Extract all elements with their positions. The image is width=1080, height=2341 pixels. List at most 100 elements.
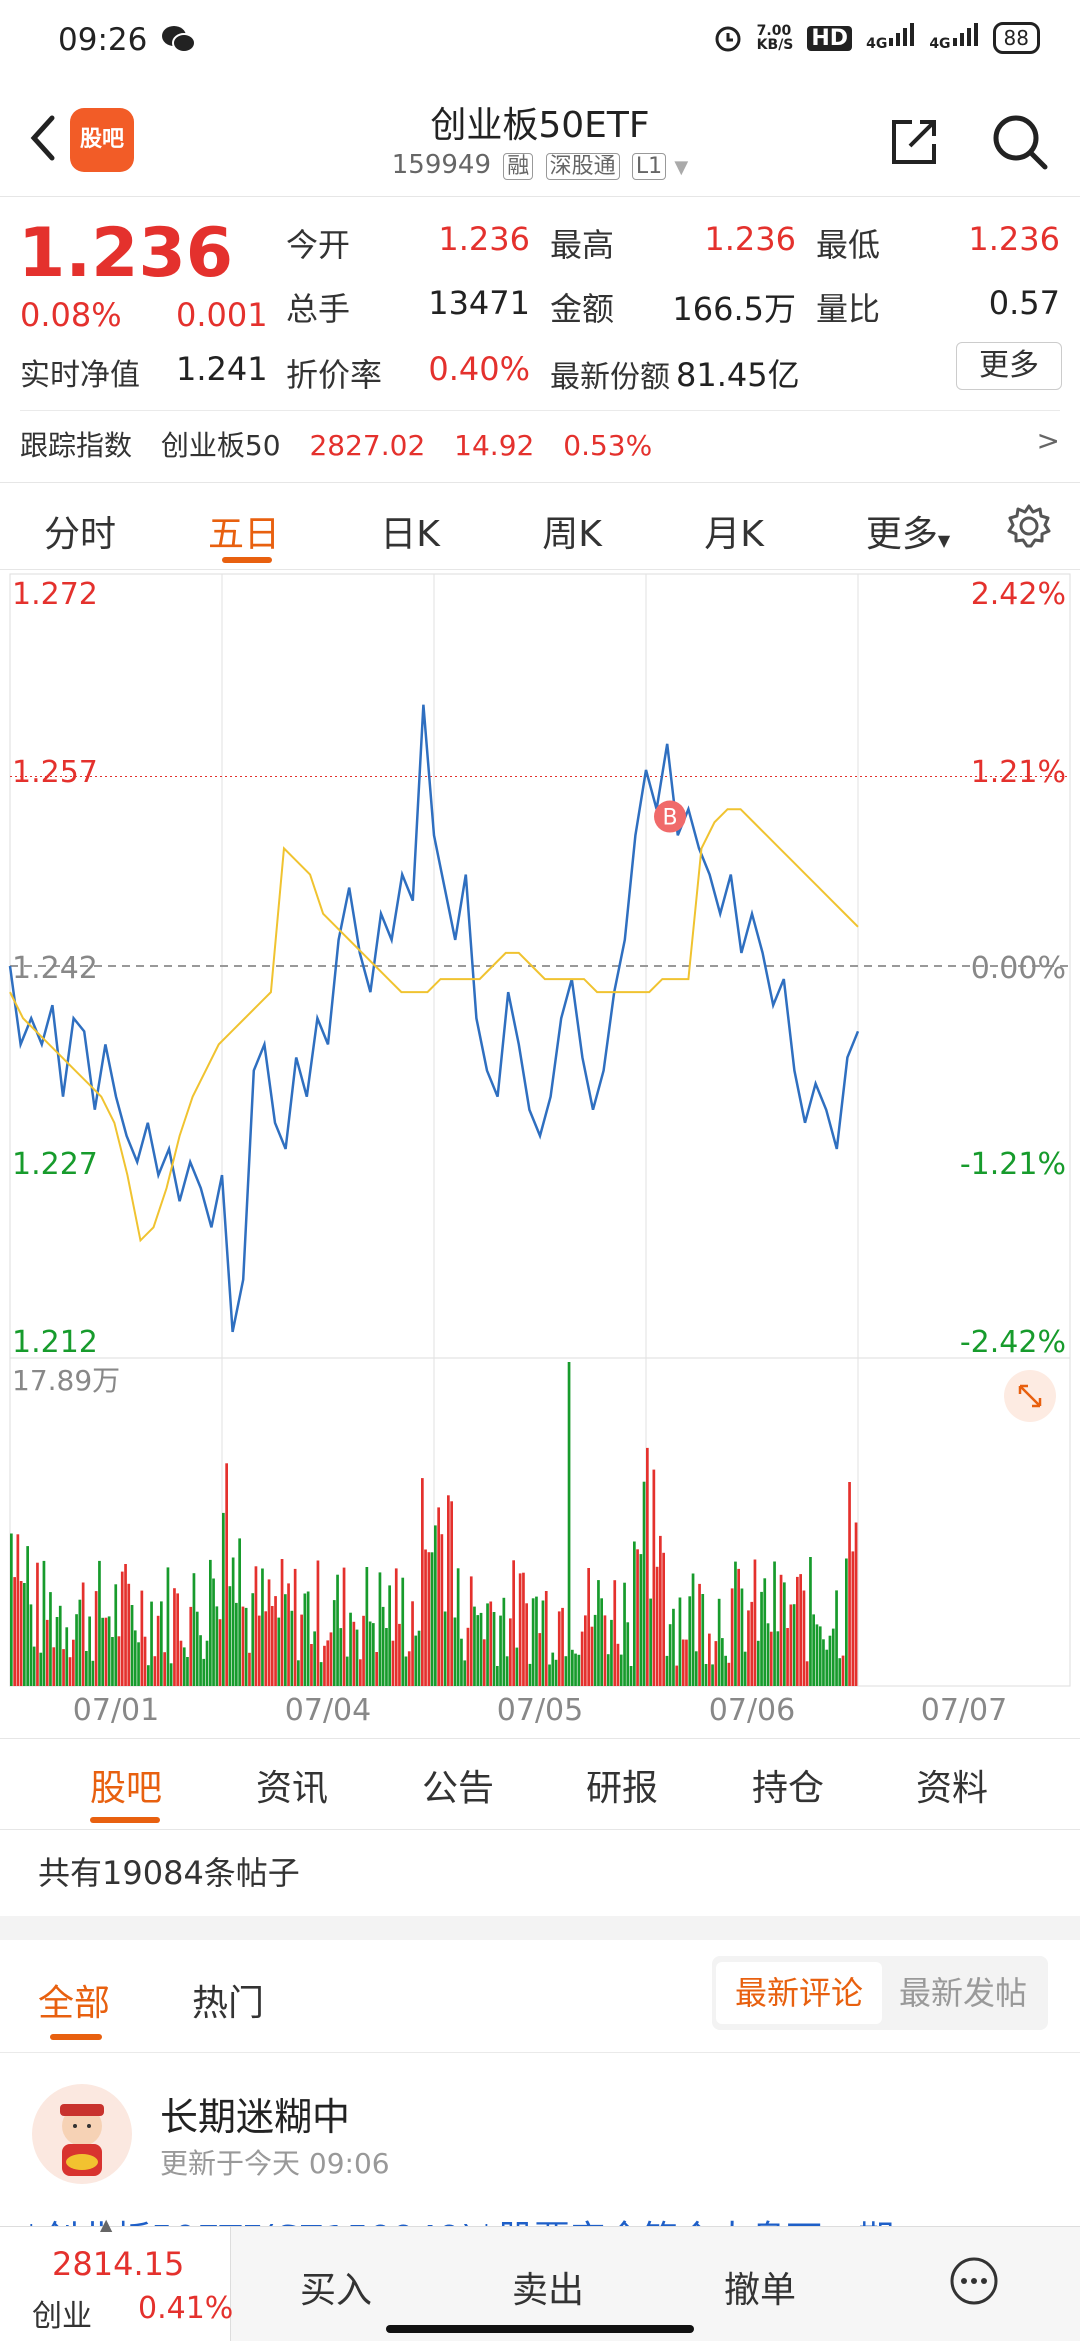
volume-bar: [368, 1621, 372, 1686]
open-label: 今开: [286, 226, 351, 264]
volume-bar: [626, 1622, 630, 1686]
volume-bar: [85, 1651, 88, 1686]
volume-bar: [730, 1588, 734, 1686]
chart-frame: [9, 573, 1071, 1687]
guba-logo[interactable]: 股吧: [70, 108, 134, 172]
volume-bar: [228, 1586, 232, 1686]
volume-bar: [107, 1616, 111, 1686]
volume-bar: [342, 1567, 346, 1686]
volume-bar: [23, 1583, 26, 1686]
share-icon[interactable]: [888, 116, 940, 168]
volume-bar: [535, 1596, 538, 1686]
back-arrow-icon[interactable]: [22, 108, 62, 168]
volume-bar: [323, 1645, 326, 1686]
tab-more[interactable]: 更多▼: [838, 505, 978, 557]
caret-down-icon: ▼: [937, 531, 951, 550]
volume-bar: [375, 1652, 378, 1686]
volume-bar: [606, 1654, 610, 1686]
volume-bar: [218, 1619, 222, 1686]
active-tab-underline: [222, 557, 272, 563]
sort-latest-comment[interactable]: 最新评论: [716, 1962, 882, 2024]
volume-bar: [796, 1576, 799, 1686]
tag-connect: 深股通: [545, 153, 620, 180]
tab-weekly-k[interactable]: 周K: [542, 514, 602, 555]
volume-bar: [456, 1568, 460, 1686]
post-author[interactable]: 长期迷糊中: [160, 2095, 351, 2139]
volume-bar: [515, 1647, 519, 1686]
volume-bar: [117, 1636, 121, 1686]
tab-announcements[interactable]: 公告: [421, 1768, 494, 1809]
tab-guba[interactable]: 股吧: [89, 1768, 162, 1809]
volume-bar: [740, 1588, 744, 1686]
y-tick-right: 2.42%: [971, 577, 1066, 612]
volume-bar: [828, 1635, 832, 1686]
amount-value: 166.5万: [672, 290, 796, 328]
volume-bar: [52, 1647, 56, 1686]
gesture-home-bar[interactable]: [386, 2325, 694, 2333]
volume-ratio-label: 量比: [816, 290, 881, 328]
volume-bar: [385, 1628, 388, 1686]
tab-holdings[interactable]: 持仓: [751, 1768, 824, 1809]
x-tick-label: 07/06: [709, 1693, 795, 1728]
tab-five-day[interactable]: 五日: [207, 514, 280, 555]
volume-label: 总手: [286, 290, 351, 328]
tab-intraday[interactable]: 分时: [43, 514, 116, 555]
volume-bar: [32, 1646, 36, 1686]
volume-value: 13471: [428, 284, 530, 322]
volume-bar: [394, 1568, 398, 1686]
tab-profile[interactable]: 资料: [915, 1768, 988, 1809]
volume-bar: [691, 1573, 695, 1686]
volume-bar: [332, 1600, 336, 1686]
volume-bar: [727, 1662, 731, 1686]
filter-all[interactable]: 全部: [38, 1983, 111, 2024]
volume-bar: [571, 1649, 574, 1686]
volume-bar: [417, 1630, 421, 1686]
dropdown-caret-icon[interactable]: ▼: [674, 157, 689, 178]
search-icon[interactable]: [990, 112, 1050, 172]
volume-bar: [769, 1631, 773, 1686]
volume-bar: [434, 1525, 437, 1686]
more-button[interactable]: 更多: [956, 342, 1062, 390]
volume-bar: [359, 1659, 362, 1686]
volume-bar: [509, 1618, 512, 1686]
volume-bar: [734, 1561, 737, 1686]
status-icons: 7.00 KB/S HD 4G 4G 88: [713, 22, 1040, 54]
sell-button[interactable]: 卖出: [511, 2270, 584, 2311]
volume-bar: [430, 1552, 434, 1686]
volume-bar: [362, 1615, 365, 1686]
tab-monthly-k[interactable]: 月K: [704, 514, 764, 555]
volume-bar: [799, 1574, 802, 1686]
volume-bar: [838, 1658, 842, 1686]
volume-bar: [398, 1623, 401, 1686]
volume-bar: [783, 1582, 786, 1686]
tab-daily-k[interactable]: 日K: [380, 514, 440, 555]
volume-bar: [580, 1631, 584, 1686]
buy-button[interactable]: 买入: [299, 2270, 372, 2311]
volume-bar: [809, 1557, 812, 1686]
index-ticker[interactable]: ▲ 2814.15 创业 0.41%: [0, 2215, 233, 2341]
volume-bar: [49, 1592, 52, 1686]
amount-label: 金额: [550, 290, 615, 328]
cancel-order-button[interactable]: 撤单: [723, 2270, 796, 2311]
five-day-chart[interactable]: 1.272 2.42% 1.257 1.21% 1.242 0.00% 1.227 -1.21…: [0, 568, 1080, 1734]
filter-hot[interactable]: 热门: [192, 1983, 265, 2024]
settings-gear-icon[interactable]: [1006, 503, 1052, 549]
volume-bar: [639, 1554, 643, 1686]
volume-bar: [244, 1607, 248, 1686]
tab-research[interactable]: 研报: [585, 1768, 658, 1809]
more-options-icon[interactable]: [948, 2255, 1000, 2307]
tab-news[interactable]: 资讯: [255, 1768, 328, 1809]
volume-bar: [36, 1562, 39, 1686]
volume-bar: [407, 1651, 411, 1686]
tracking-index-row[interactable]: 跟踪指数 创业板50 2827.02 14.92 0.53% >: [20, 424, 1060, 464]
sort-latest-post[interactable]: 最新发帖: [898, 1974, 1027, 2012]
volume-bar: [65, 1627, 69, 1686]
app-header: 股吧 创业板50ETF 159949 融 深股通 L1 ▼: [0, 80, 1080, 197]
volume-bar: [479, 1612, 483, 1686]
current-price: 1.236: [18, 214, 234, 293]
avatar[interactable]: [32, 2084, 132, 2184]
x-tick-label: 07/04: [285, 1693, 371, 1728]
volume-bar: [724, 1655, 727, 1686]
volume-bar: [192, 1573, 196, 1686]
volume-bar: [101, 1617, 104, 1686]
